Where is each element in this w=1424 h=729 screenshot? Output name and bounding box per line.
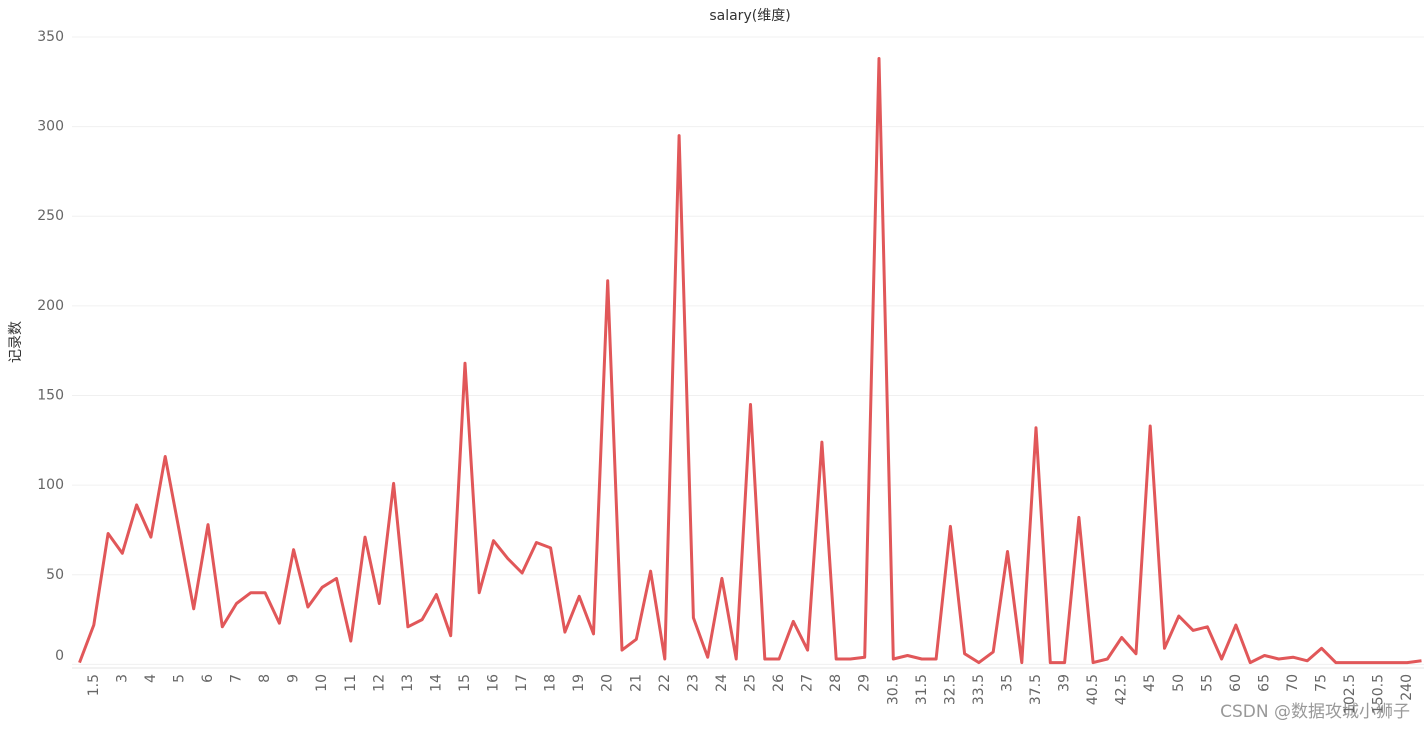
x-tick-label: 27 <box>800 674 816 692</box>
chart-title: salary(维度) <box>709 8 790 24</box>
x-tick-label: 17 <box>514 674 530 692</box>
y-axis-label: 记录数 <box>8 321 24 363</box>
x-tick-label: 9 <box>286 674 302 683</box>
x-tick-label: 75 <box>1314 674 1330 692</box>
line-series <box>78 57 1422 665</box>
x-tick-label: 40.5 <box>1085 674 1101 705</box>
y-tick-label: 100 <box>37 477 64 493</box>
x-tick-label: 26 <box>771 674 787 692</box>
x-tick-label: 22 <box>657 674 673 692</box>
y-tick-label: 300 <box>37 119 64 135</box>
x-tick-label: 150.5 <box>1371 674 1387 714</box>
x-tick-label: 102.5 <box>1342 674 1358 714</box>
x-tick-label: 240 <box>1399 674 1415 701</box>
x-tick-label: 30.5 <box>885 674 901 705</box>
x-tick-label: 11 <box>343 674 359 692</box>
x-tick-label: 5 <box>171 674 187 683</box>
x-tick-label: 7 <box>229 674 245 683</box>
x-tick-label: 55 <box>1199 674 1215 692</box>
x-tick-label: 24 <box>714 674 730 692</box>
x-tick-label: 12 <box>371 674 387 692</box>
x-tick-label: 6 <box>200 674 216 683</box>
x-tick-label: 16 <box>486 674 502 692</box>
y-tick-label: 50 <box>46 567 64 583</box>
x-tick-label: 23 <box>685 674 701 692</box>
x-tick-label: 45 <box>1142 674 1158 692</box>
x-tick-label: 19 <box>571 674 587 692</box>
x-tick-label: 4 <box>143 674 159 683</box>
x-tick-label: 15 <box>457 674 473 692</box>
x-tick-label: 65 <box>1256 674 1272 692</box>
x-tick-label: 29 <box>857 674 873 692</box>
x-tick-label: 39 <box>1057 674 1073 692</box>
x-tick-label: 14 <box>428 674 444 692</box>
watermark: CSDN @数据攻城小狮子 <box>1220 702 1410 722</box>
x-tick-label: 31.5 <box>914 674 930 705</box>
x-tick-label: 32.5 <box>942 674 958 705</box>
x-tick-label: 35 <box>999 674 1015 692</box>
y-tick-label: 200 <box>37 298 64 314</box>
x-tick-label: 37.5 <box>1028 674 1044 705</box>
x-tick-label: 18 <box>543 674 559 692</box>
x-tick-label: 70 <box>1285 674 1301 692</box>
x-tick-label: 33.5 <box>971 674 987 705</box>
x-tick-label: 50 <box>1171 674 1187 692</box>
x-tick-label: 60 <box>1228 674 1244 692</box>
x-tick-label: 20 <box>600 674 616 692</box>
x-tick-label: 13 <box>400 674 416 692</box>
x-tick-label: 28 <box>828 674 844 692</box>
y-tick-label: 350 <box>37 29 64 45</box>
x-tick-label: 25 <box>743 674 759 692</box>
x-tick-label: 3 <box>114 674 130 683</box>
y-tick-label: 0 <box>55 648 64 664</box>
x-tick-label: 21 <box>628 674 644 692</box>
x-tick-label: 42.5 <box>1114 674 1130 705</box>
y-tick-label: 250 <box>37 208 64 224</box>
x-tick-label: 10 <box>314 674 330 692</box>
x-tick-label: 1.5 <box>86 674 102 696</box>
y-tick-label: 150 <box>37 388 64 404</box>
x-tick-label: 8 <box>257 674 273 683</box>
